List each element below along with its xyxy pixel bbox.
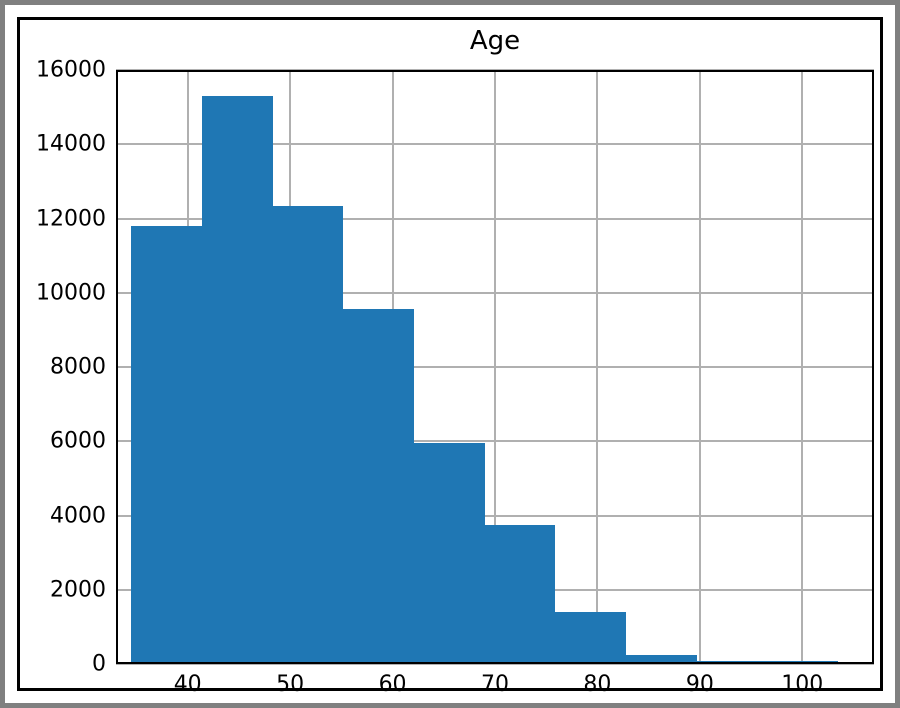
- x-tick-label: 60: [379, 672, 407, 697]
- histogram-bar: [767, 661, 838, 664]
- y-tick-label: 8000: [20, 355, 106, 380]
- histogram-bar: [485, 525, 556, 664]
- histogram-bar: [555, 612, 626, 664]
- chart-inner-panel: Age 405060708090100020004000600080001000…: [17, 17, 883, 691]
- grid-line-horizontal: [116, 69, 874, 71]
- plot-area: [116, 70, 874, 664]
- x-tick-label: 70: [481, 672, 509, 697]
- histogram-bar: [414, 443, 485, 664]
- x-tick-label: 100: [781, 672, 823, 697]
- histogram-bar: [626, 655, 697, 664]
- histogram-bar: [273, 206, 344, 664]
- x-tick-label: 90: [686, 672, 714, 697]
- y-tick-label: 4000: [20, 503, 106, 528]
- y-tick-label: 6000: [20, 429, 106, 454]
- histogram-bar: [343, 309, 414, 664]
- y-tick-label: 12000: [20, 206, 106, 231]
- y-tick-label: 16000: [20, 58, 106, 83]
- histogram-bar: [131, 226, 202, 664]
- histogram-bar: [202, 96, 273, 664]
- chart-title: Age: [116, 26, 874, 56]
- y-tick-label: 14000: [20, 132, 106, 157]
- chart-outer-frame: Age 40 50 60 70 80 90 100 0 2000 4000 6000 8000 1000…: [0, 0, 900, 708]
- x-tick-label: 80: [583, 672, 611, 697]
- x-tick-label: 50: [276, 672, 304, 697]
- y-tick-label: 2000: [20, 577, 106, 602]
- x-tick-label: 40: [174, 672, 202, 697]
- y-tick-label: 0: [20, 652, 106, 677]
- y-tick-label: 10000: [20, 280, 106, 305]
- histogram-bar: [697, 661, 768, 664]
